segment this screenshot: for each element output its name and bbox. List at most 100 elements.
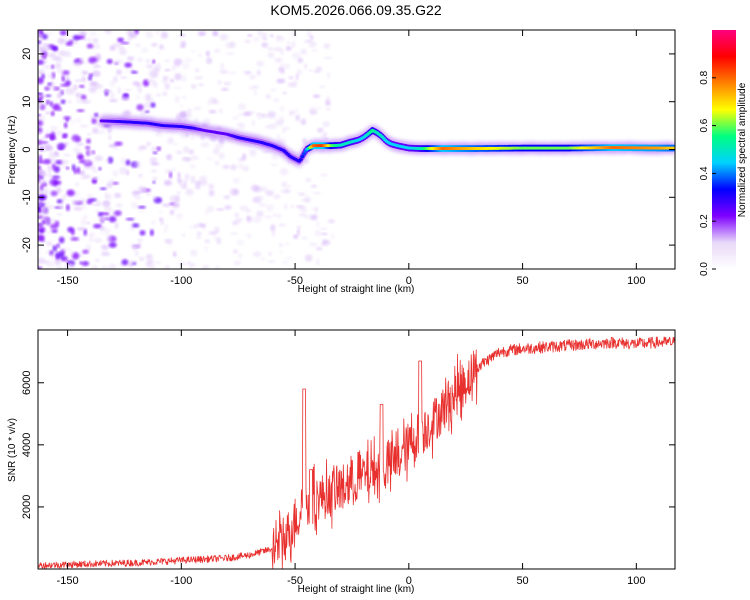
- noise-speckle: [172, 167, 176, 172]
- noise-speckle: [270, 34, 274, 38]
- noise-speckle: [136, 57, 144, 62]
- noise-speckle: [52, 245, 57, 252]
- noise-speckle: [71, 134, 80, 142]
- x-tick-label: 100: [627, 275, 645, 287]
- noise-speckle: [179, 45, 186, 49]
- noise-speckle: [319, 85, 326, 89]
- noise-speckle: [170, 78, 175, 83]
- x-tick-label: -150: [57, 275, 79, 287]
- noise-speckle: [264, 215, 273, 219]
- snr-y-label: SNR (10 * v/v): [7, 418, 18, 482]
- noise-speckle: [120, 41, 130, 45]
- noise-speckle: [115, 203, 123, 208]
- noise-speckle: [232, 116, 239, 120]
- noise-speckle: [153, 194, 157, 201]
- noise-speckle: [82, 215, 88, 219]
- y-tick-label: 4000: [21, 433, 33, 457]
- noise-speckle: [292, 80, 298, 88]
- noise-speckle: [304, 254, 313, 262]
- noise-speckle: [114, 221, 119, 230]
- noise-speckle: [215, 208, 225, 211]
- noise-speckle: [207, 99, 213, 105]
- noise-speckle: [86, 221, 91, 225]
- noise-speckle: [41, 141, 49, 144]
- noise-speckle: [126, 56, 135, 62]
- noise-speckle: [236, 240, 245, 246]
- noise-speckle: [83, 38, 88, 41]
- noise-speckle: [175, 213, 184, 220]
- noise-speckle: [276, 78, 286, 84]
- noise-speckle: [152, 59, 156, 64]
- noise-speckle: [74, 64, 80, 67]
- noise-speckle: [137, 160, 141, 168]
- noise-speckle: [185, 188, 194, 196]
- noise-speckle: [108, 242, 117, 248]
- noise-speckle: [88, 76, 93, 81]
- noise-speckle: [230, 164, 237, 171]
- spectrogram-x-ticks: -150 -100 -50 0 50 100: [57, 30, 646, 287]
- x-tick-label: -50: [287, 575, 303, 587]
- noise-speckle: [64, 142, 69, 146]
- noise-speckle: [218, 137, 225, 145]
- x-tick-label: -100: [170, 275, 192, 287]
- x-tick-label: 50: [516, 575, 528, 587]
- noise-speckle: [323, 132, 328, 137]
- noise-speckle: [145, 253, 153, 260]
- noise-speckle: [326, 107, 331, 111]
- noise-speckle: [183, 180, 188, 186]
- noise-speckle: [204, 239, 211, 244]
- noise-speckle: [197, 53, 203, 58]
- noise-speckle: [58, 236, 65, 244]
- noise-speckle: [171, 202, 180, 208]
- noise-speckle: [315, 258, 320, 266]
- noise-speckle: [290, 205, 294, 209]
- noise-speckle: [54, 220, 60, 227]
- noise-speckle: [293, 234, 299, 239]
- noise-speckle: [45, 240, 53, 247]
- noise-speckle: [232, 177, 240, 184]
- noise-speckle: [41, 114, 45, 122]
- noise-speckle: [252, 85, 260, 89]
- noise-speckle: [164, 265, 170, 269]
- noise-speckle: [323, 56, 333, 60]
- noise-speckle: [89, 236, 94, 243]
- noise-speckle: [155, 62, 162, 70]
- noise-speckle: [279, 167, 289, 176]
- noise-speckle: [93, 44, 100, 49]
- noise-speckle: [70, 228, 75, 236]
- noise-speckle: [50, 157, 55, 163]
- noise-speckle: [79, 261, 83, 265]
- noise-speckle: [177, 172, 181, 179]
- noise-speckle: [91, 118, 97, 125]
- noise-speckle: [169, 195, 176, 203]
- noise-speckle: [81, 261, 90, 266]
- noise-speckle: [189, 164, 196, 169]
- noise-speckle: [155, 132, 163, 137]
- noise-speckle: [149, 229, 154, 236]
- noise-speckle: [202, 118, 211, 125]
- ridge-core: [671, 146, 675, 150]
- noise-speckle: [114, 141, 123, 146]
- noise-speckle: [80, 176, 89, 180]
- noise-speckle: [276, 213, 282, 219]
- noise-speckle: [120, 76, 127, 79]
- noise-speckle: [120, 157, 126, 165]
- noise-speckle: [51, 175, 61, 180]
- noise-speckle: [298, 206, 307, 211]
- noise-speckle: [81, 76, 86, 83]
- noise-speckle: [208, 231, 218, 235]
- noise-speckle: [43, 143, 51, 151]
- noise-speckle: [62, 247, 71, 252]
- noise-speckle: [305, 159, 310, 164]
- noise-speckle: [309, 35, 314, 40]
- noise-speckle: [230, 232, 238, 235]
- noise-speckle: [57, 92, 62, 99]
- noise-speckle: [151, 147, 159, 152]
- noise-speckle: [66, 260, 70, 264]
- noise-speckle: [219, 33, 229, 41]
- noise-speckle: [160, 220, 165, 225]
- noise-speckle: [55, 251, 64, 259]
- noise-speckle: [199, 175, 208, 180]
- noise-speckle: [244, 233, 252, 237]
